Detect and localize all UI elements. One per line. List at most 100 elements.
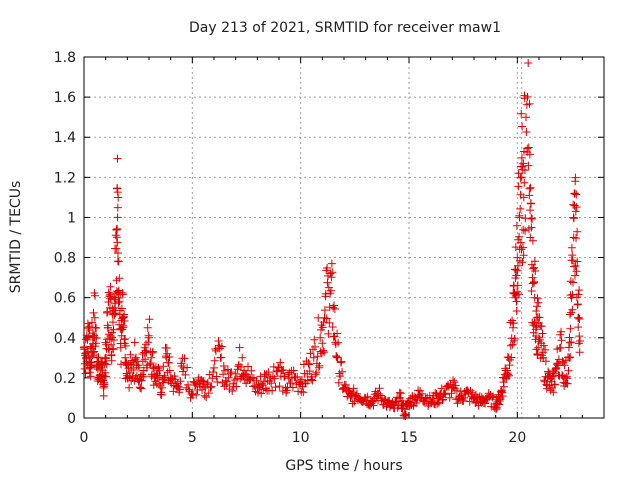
data-point: [531, 267, 540, 275]
data-point: [507, 353, 516, 362]
data-point: [181, 370, 190, 379]
data-point: [433, 399, 442, 408]
data-point: [395, 388, 404, 397]
data-point: [338, 367, 347, 376]
data-point: [145, 333, 153, 342]
data-point: [568, 256, 577, 265]
data-point: [276, 358, 285, 367]
data-point: [570, 201, 579, 210]
data-point: [509, 282, 518, 290]
data-point: [330, 301, 338, 310]
data-point: [517, 245, 526, 254]
data-point: [516, 204, 525, 213]
data-point: [129, 366, 138, 374]
data-point: [525, 99, 534, 108]
data-point: [438, 396, 447, 405]
data-point: [210, 356, 219, 365]
data-point: [508, 340, 517, 349]
data-point: [209, 368, 218, 377]
data-points: [80, 59, 584, 420]
data-point: [527, 223, 536, 232]
data-point: [101, 372, 110, 381]
data-point: [296, 377, 305, 386]
data-point: [512, 221, 521, 230]
y-tick-label: 1.2: [54, 170, 76, 186]
data-point: [571, 173, 580, 182]
data-point: [91, 291, 99, 300]
data-point: [329, 303, 338, 312]
data-point: [267, 379, 276, 388]
grid-layer: [84, 57, 604, 418]
data-point: [314, 363, 323, 372]
data-point: [244, 362, 252, 371]
data-point: [262, 370, 271, 379]
data-point: [519, 225, 528, 234]
data-point: [197, 376, 206, 385]
data-point: [132, 353, 140, 362]
data-point: [575, 286, 584, 295]
data-point: [512, 307, 521, 315]
data-point: [441, 390, 450, 399]
data-point: [374, 389, 383, 398]
x-tick-label: 10: [292, 430, 310, 446]
data-point: [114, 298, 123, 307]
data-point: [428, 394, 437, 403]
data-point: [515, 213, 524, 222]
data-point: [566, 324, 575, 333]
data-point: [273, 367, 282, 376]
data-point: [521, 226, 530, 235]
data-point: [157, 390, 166, 399]
data-point: [206, 383, 215, 392]
data-point: [227, 368, 236, 377]
data-point: [320, 348, 329, 357]
data-point: [566, 310, 574, 319]
data-point: [113, 224, 122, 233]
data-point: [532, 345, 541, 354]
data-point: [322, 314, 331, 323]
data-point: [113, 213, 122, 222]
data-point: [519, 243, 527, 252]
data-point: [127, 363, 136, 372]
data-point: [137, 384, 146, 393]
data-point: [341, 381, 350, 389]
data-point: [447, 389, 456, 398]
data-point: [323, 264, 332, 272]
data-point: [94, 353, 103, 362]
data-point: [530, 257, 539, 266]
data-point: [535, 313, 544, 322]
data-point: [158, 383, 166, 392]
data-point: [200, 391, 209, 400]
data-point: [532, 307, 541, 315]
data-point: [334, 338, 343, 347]
data-point: [105, 345, 114, 354]
data-point: [571, 271, 579, 280]
data-point: [327, 286, 335, 295]
data-point: [235, 343, 244, 352]
data-point: [572, 234, 580, 243]
data-point: [518, 258, 527, 267]
data-point: [156, 382, 165, 390]
data-point: [119, 321, 128, 330]
data-point: [83, 335, 92, 344]
x-tick-label: 0: [80, 430, 89, 446]
data-point: [284, 370, 293, 379]
data-point: [109, 345, 118, 354]
data-point: [326, 269, 335, 278]
data-point: [569, 214, 578, 223]
data-point: [563, 379, 572, 388]
data-point: [305, 360, 314, 369]
data-point: [113, 238, 122, 247]
data-point: [449, 376, 457, 385]
data-point: [506, 341, 515, 350]
data-point: [530, 263, 538, 272]
data-point: [102, 354, 111, 363]
data-point: [279, 366, 288, 375]
data-point: [238, 353, 247, 362]
data-point: [286, 379, 295, 387]
data-point: [188, 389, 197, 398]
data-point: [299, 388, 308, 397]
data-point: [241, 369, 250, 378]
data-point: [523, 144, 532, 153]
data-point: [217, 342, 226, 351]
data-point: [534, 298, 543, 307]
